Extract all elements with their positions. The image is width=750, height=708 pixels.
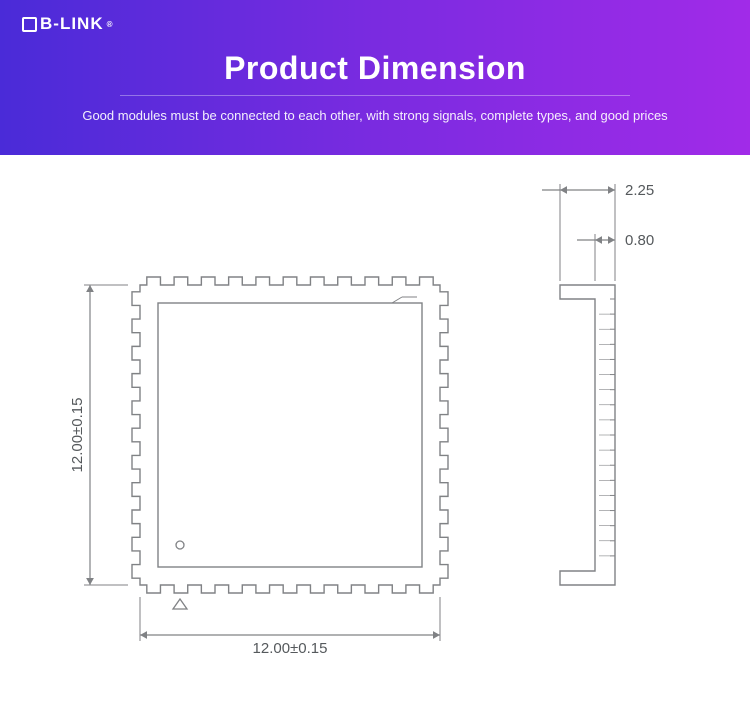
page-title: Product Dimension — [22, 50, 728, 87]
brand-logo: B-LINK ® — [22, 14, 728, 34]
svg-text:2.25: 2.25 — [625, 182, 654, 199]
svg-text:12.00±0.15: 12.00±0.15 — [253, 640, 328, 657]
svg-text:12.00±0.15: 12.00±0.15 — [69, 398, 86, 473]
title-underline — [120, 95, 630, 96]
technical-drawing: 12.00±0.15 12.00±0.15 2.25 0.80 — [0, 155, 750, 703]
page-subtitle: Good modules must be connected to each o… — [22, 108, 728, 123]
logo-text: B-LINK — [40, 14, 104, 34]
svg-text:0.80: 0.80 — [625, 232, 654, 249]
header-banner: B-LINK ® Product Dimension Good modules … — [0, 0, 750, 155]
logo-mark-icon — [22, 17, 37, 32]
dimension-svg: 12.00±0.15 12.00±0.15 2.25 0.80 — [0, 155, 750, 703]
logo-trademark: ® — [107, 20, 114, 29]
